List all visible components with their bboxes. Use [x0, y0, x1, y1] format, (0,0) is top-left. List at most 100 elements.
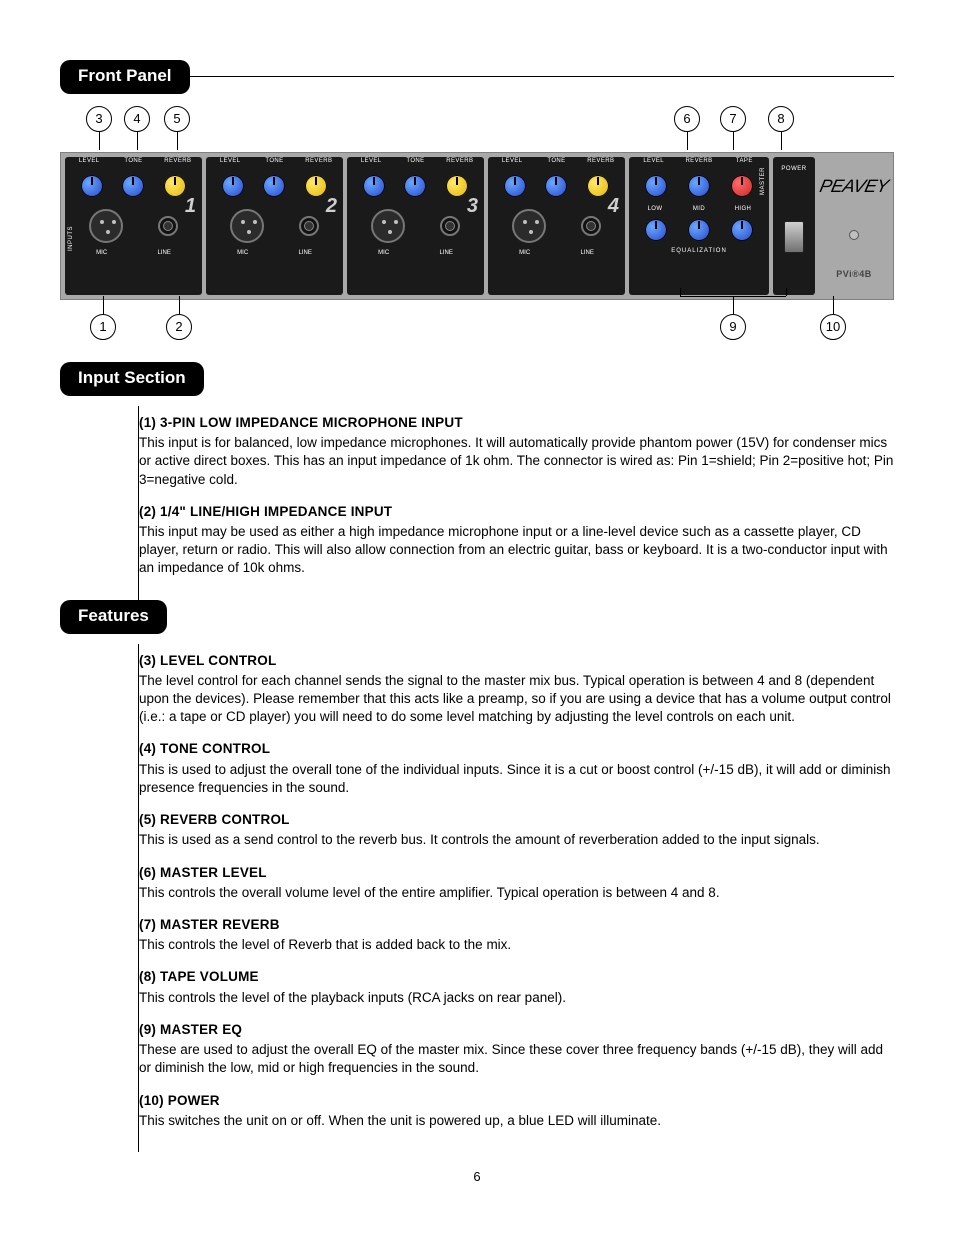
page-number: 6 [60, 1168, 894, 1186]
callout-lead [733, 132, 734, 150]
callout-lead [687, 132, 688, 150]
tone-knob[interactable] [545, 175, 567, 197]
callout-lead [179, 296, 180, 314]
feature-title: (4) TONE CONTROL [139, 740, 894, 758]
tone-knob[interactable] [263, 175, 285, 197]
channel-block-4: LEVEL TONE REVERB 4 MIC LINE [488, 157, 625, 295]
callout-6: 6 [674, 106, 700, 132]
section-header-features: Features [60, 600, 894, 634]
callout-lead [833, 296, 834, 314]
feature-title: (2) 1/4" LINE/HIGH IMPEDANCE INPUT [139, 503, 894, 521]
feature-title: (3) LEVEL CONTROL [139, 652, 894, 670]
line-input[interactable] [581, 216, 601, 236]
callout-5: 5 [164, 106, 190, 132]
callout-2: 2 [166, 314, 192, 340]
callout-row-bottom: 1 2 9 10 [60, 314, 894, 342]
feature-item: (6) MASTER LEVEL This controls the overal… [139, 864, 894, 902]
feature-item: (7) MASTER REVERB This controls the level… [139, 916, 894, 954]
reverb-knob[interactable] [446, 175, 468, 197]
eq-mid-knob[interactable] [688, 219, 710, 241]
channel-block-2: LEVEL TONE REVERB 2 MIC LINE [206, 157, 343, 295]
callout-10: 10 [820, 314, 846, 340]
callout-1: 1 [90, 314, 116, 340]
feature-body: The level control for each channel sends… [139, 672, 894, 727]
feature-item: (4) TONE CONTROL This is used to adjust t… [139, 740, 894, 797]
feature-title: (5) REVERB CONTROL [139, 811, 894, 829]
section-title: Features [60, 600, 167, 634]
eq-low-knob[interactable] [645, 219, 667, 241]
level-knob[interactable] [363, 175, 385, 197]
master-level-knob[interactable] [645, 175, 667, 197]
feature-body: This controls the level of Reverb that i… [139, 936, 894, 954]
callout-row-top: 345 678 [60, 106, 894, 134]
line-input[interactable] [299, 216, 319, 236]
feature-body: This is used as a send control to the re… [139, 831, 894, 849]
eq-high-knob[interactable] [731, 219, 753, 241]
power-led-icon [849, 230, 859, 240]
xlr-input[interactable] [230, 209, 264, 243]
reverb-knob[interactable] [587, 175, 609, 197]
callout-lead [733, 296, 734, 314]
callout-4: 4 [124, 106, 150, 132]
feature-item: (1) 3-PIN LOW IMPEDANCE MICROPHONE INPUT… [139, 414, 894, 489]
logo-block: PEAVEY PVi®4B [819, 157, 889, 295]
callout-3: 3 [86, 106, 112, 132]
feature-title: (7) MASTER REVERB [139, 916, 894, 934]
xlr-input[interactable] [371, 209, 405, 243]
reverb-knob[interactable] [164, 175, 186, 197]
xlr-input[interactable] [512, 209, 546, 243]
callout-lead [781, 132, 782, 150]
input-section-content: (1) 3-PIN LOW IMPEDANCE MICROPHONE INPUT… [138, 406, 894, 600]
power-switch[interactable] [784, 221, 804, 253]
master-block: LEVEL REVERB TAPE MASTER LOW MID HIGH EQ… [629, 157, 769, 295]
mixer-panel: LEVEL TONE REVERB 1 MIC LINE INPUTS LEVE… [60, 152, 894, 300]
callout-lead [99, 132, 100, 150]
feature-item: (2) 1/4" LINE/HIGH IMPEDANCE INPUT This i… [139, 503, 894, 578]
master-reverb-knob[interactable] [688, 175, 710, 197]
channel-block-3: LEVEL TONE REVERB 3 MIC LINE [347, 157, 484, 295]
channel-block-1: LEVEL TONE REVERB 1 MIC LINE INPUTS [65, 157, 202, 295]
tone-knob[interactable] [404, 175, 426, 197]
line-input[interactable] [158, 216, 178, 236]
feature-body: This is used to adjust the overall tone … [139, 761, 894, 797]
callout-8: 8 [768, 106, 794, 132]
callout-lead [137, 132, 138, 150]
feature-item: (9) MASTER EQ These are used to adjust th… [139, 1021, 894, 1078]
xlr-input[interactable] [89, 209, 123, 243]
callout-lead [177, 132, 178, 150]
feature-body: These are used to adjust the overall EQ … [139, 1041, 894, 1077]
callout-9: 9 [720, 314, 746, 340]
model-label: PVi®4B [836, 268, 871, 280]
feature-title: (6) MASTER LEVEL [139, 864, 894, 882]
reverb-knob[interactable] [305, 175, 327, 197]
feature-title: (10) POWER [139, 1092, 894, 1110]
feature-body: This switches the unit on or off. When t… [139, 1112, 894, 1130]
level-knob[interactable] [222, 175, 244, 197]
front-panel-diagram: 345678 LEVEL TONE REVERB 1 MIC LINE [60, 106, 894, 342]
section-title: Input Section [60, 362, 204, 396]
feature-item: (10) POWER This switches the unit on or o… [139, 1092, 894, 1130]
section-header-input: Input Section [60, 362, 894, 396]
feature-body: This controls the overall volume level o… [139, 884, 894, 902]
feature-item: (3) LEVEL CONTROL The level control for e… [139, 652, 894, 727]
level-knob[interactable] [81, 175, 103, 197]
line-input[interactable] [440, 216, 460, 236]
tone-knob[interactable] [122, 175, 144, 197]
feature-item: (5) REVERB CONTROL This is used as a send… [139, 811, 894, 849]
section-rule [190, 76, 894, 77]
feature-body: This input is for balanced, low impedanc… [139, 434, 894, 489]
feature-title: (8) TAPE VOLUME [139, 968, 894, 986]
power-block: POWER [773, 157, 815, 295]
feature-body: This controls the level of the playback … [139, 989, 894, 1007]
features-content: (3) LEVEL CONTROL The level control for e… [138, 644, 894, 1152]
tape-knob[interactable] [731, 175, 753, 197]
callout-7: 7 [720, 106, 746, 132]
feature-item: (8) TAPE VOLUME This controls the level o… [139, 968, 894, 1006]
feature-body: This input may be used as either a high … [139, 523, 894, 578]
brand-logo: PEAVEY [822, 171, 886, 201]
callout-lead [103, 296, 104, 314]
section-title: Front Panel [60, 60, 190, 94]
feature-title: (9) MASTER EQ [139, 1021, 894, 1039]
section-header-front-panel: Front Panel [60, 60, 894, 94]
level-knob[interactable] [504, 175, 526, 197]
